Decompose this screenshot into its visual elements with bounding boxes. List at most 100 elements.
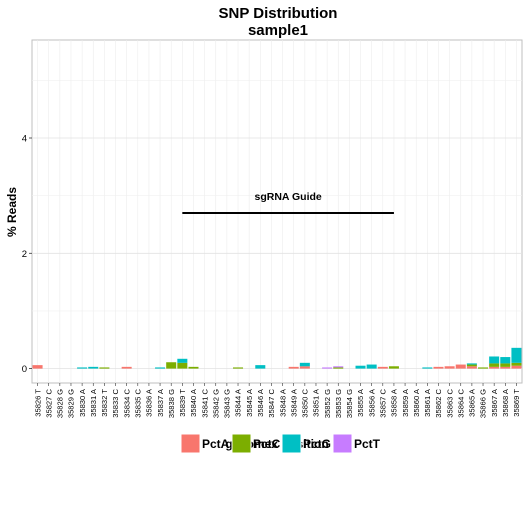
x-tick-label: 35837 A — [156, 388, 165, 417]
bar-segment-pctc — [233, 367, 244, 369]
bar-segment-pcta — [288, 366, 299, 369]
legend-label: PctC — [253, 437, 281, 451]
legend-swatch — [180, 433, 201, 454]
x-tick-label: 35848 A — [278, 388, 287, 417]
bar-segment-pctg — [88, 366, 99, 369]
bar-segment-pcta — [299, 366, 310, 369]
bar-segment-pctg — [177, 358, 188, 363]
legend-item-pctg: PctG — [281, 433, 331, 454]
x-tick-label: 35829 G — [67, 389, 76, 418]
bar-segment-pctc — [99, 367, 110, 369]
bar-segment-pctc — [177, 362, 188, 369]
x-tick-label: 35861 A — [423, 388, 432, 417]
bar-segment-pctc — [489, 363, 500, 367]
x-tick-label: 35841 C — [200, 388, 209, 417]
x-tick-label: 35851 A — [312, 388, 321, 417]
legend-label: PctG — [303, 437, 331, 451]
bar-segment-pctc — [188, 366, 199, 369]
legend: PctA PctC PctG PctT — [180, 433, 381, 454]
legend-label: PctT — [354, 437, 381, 451]
legend-swatch — [231, 433, 252, 454]
x-tick-label: 35838 G — [167, 389, 176, 418]
x-tick-label: 35847 C — [267, 388, 276, 417]
x-tick-label: 35864 C — [456, 388, 465, 417]
y-axis-title: % Reads — [5, 187, 19, 237]
x-tick-label: 35840 A — [189, 388, 198, 417]
x-tick-label: 35839 T — [178, 389, 187, 417]
bar-segment-pcta — [32, 365, 43, 369]
x-tick-label: 35862 C — [434, 388, 443, 417]
x-tick-label: 35859 A — [401, 388, 410, 417]
x-tick-label: 35863 C — [445, 388, 454, 417]
bar-segment-pctg — [500, 357, 511, 364]
x-tick-label: 35869 T — [512, 389, 521, 417]
x-tick-label: 35846 A — [256, 388, 265, 417]
bar-segment-pctc — [466, 364, 477, 367]
y-axis-ticks: 0 2 4 — [22, 134, 32, 375]
x-tick-label: 35842 G — [211, 389, 220, 418]
bar-segment-pctg — [489, 356, 500, 364]
bar-segment-pctg — [77, 367, 88, 369]
bar-segment-pcta — [466, 366, 477, 369]
grid-lines — [32, 40, 522, 383]
x-axis-ticks: 35826 T 35827 C 35828 G 35829 G 35830 A 35831… — [33, 383, 521, 418]
chart-title: SNP Distribution — [219, 5, 338, 22]
plot-panel — [31, 39, 523, 384]
x-tick-label: 35865 A — [468, 388, 477, 417]
x-tick-label: 35830 A — [78, 388, 87, 417]
bar-segment-pctt — [333, 366, 344, 368]
bar-segment-pctc — [500, 363, 511, 367]
bar-segment-pctg — [366, 364, 377, 369]
annotation-group: sgRNA Guide — [182, 191, 394, 214]
bar-segment-pctc — [333, 367, 344, 369]
legend-swatch — [332, 433, 353, 454]
x-tick-label: 35836 A — [145, 388, 154, 417]
chart-subtitle: sample1 — [248, 22, 308, 39]
y-tick-label: 4 — [22, 134, 27, 145]
x-tick-label: 35828 G — [56, 389, 65, 418]
bar-segment-pctc — [478, 367, 489, 369]
bar-segment-pcta — [444, 366, 455, 369]
y-tick-label: 2 — [22, 249, 27, 260]
bar-segment-pcta — [377, 366, 388, 369]
bar-segment-pctc — [511, 362, 522, 366]
x-tick-label: 35854 G — [345, 389, 354, 418]
legend-item-pcta: PctA — [180, 433, 230, 454]
x-tick-label: 35850 C — [301, 388, 310, 417]
bar-segment-pctt — [322, 367, 333, 369]
x-tick-label: 35855 A — [356, 388, 365, 417]
x-tick-label: 35867 A — [490, 388, 499, 417]
bar-segment-pctg — [299, 362, 310, 367]
legend-item-pctt: PctT — [332, 433, 381, 454]
x-tick-label: 35856 A — [367, 388, 376, 417]
bar-marks — [32, 347, 522, 369]
sgrna-guide-label: sgRNA Guide — [254, 191, 321, 203]
bar-segment-pctc — [388, 366, 399, 369]
bar-segment-pctg — [355, 365, 366, 369]
x-tick-label: 35844 A — [234, 388, 243, 417]
x-tick-label: 35835 C — [133, 388, 142, 417]
x-tick-label: 35843 G — [223, 389, 232, 418]
legend-label: PctA — [202, 437, 230, 451]
x-tick-label: 35827 C — [44, 388, 53, 417]
bar-segment-pcta — [489, 366, 500, 369]
x-tick-label: 35853 G — [334, 389, 343, 418]
x-tick-label: 35831 A — [89, 388, 98, 417]
x-tick-label: 35849 A — [289, 388, 298, 417]
bar-segment-pcta — [511, 365, 522, 369]
bar-segment-pcta — [121, 366, 132, 369]
x-tick-label: 35866 G — [479, 389, 488, 418]
bar-segment-pctg — [466, 363, 477, 365]
bar-segment-pcta — [433, 366, 444, 369]
bar-segment-pctg — [155, 367, 166, 369]
bar-segment-pcta — [500, 366, 511, 369]
x-tick-label: 35857 C — [378, 388, 387, 417]
bar-segment-pcta — [455, 364, 466, 369]
x-tick-label: 35845 A — [245, 388, 254, 417]
legend-swatch — [281, 433, 302, 454]
x-tick-label: 35832 T — [100, 389, 109, 417]
x-tick-label: 35834 C — [122, 388, 131, 417]
x-tick-label: 35826 T — [33, 389, 42, 417]
legend-item-pctc: PctC — [231, 433, 281, 454]
